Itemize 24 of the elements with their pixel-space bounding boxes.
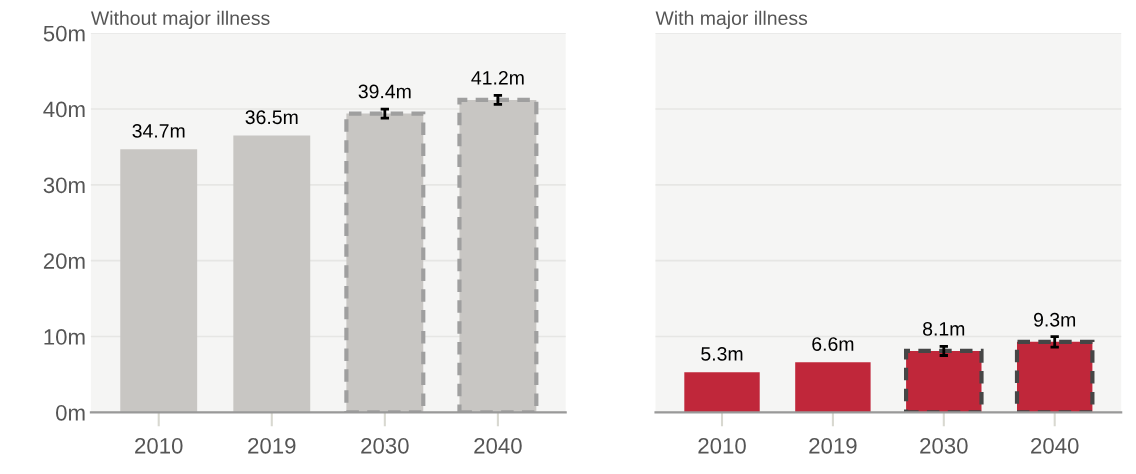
x-tick-label: 2030 bbox=[920, 437, 968, 454]
chart-title: Without major illness bbox=[90, 10, 270, 29]
data-label: 6.6m bbox=[812, 337, 854, 351]
y-tick-label: 30m bbox=[43, 177, 85, 194]
y-tick-label: 20m bbox=[43, 253, 85, 269]
x-tick-label: 2040 bbox=[474, 437, 522, 454]
data-label: 39.4m bbox=[358, 84, 411, 99]
chart-title: With major illness bbox=[655, 10, 808, 29]
data-label: 34.7m bbox=[132, 124, 185, 138]
x-tick-label: 2040 bbox=[1031, 437, 1079, 454]
y-tick-label: 50m bbox=[43, 25, 85, 42]
x-tick-label: 2010 bbox=[135, 437, 183, 454]
data-label: 36.5m bbox=[245, 110, 298, 125]
x-tick-label: 2010 bbox=[698, 437, 746, 454]
y-tick-label: 0m bbox=[56, 404, 85, 421]
y-tick-label: 10m bbox=[44, 329, 85, 345]
x-tick-label: 2030 bbox=[361, 437, 409, 454]
data-label: 41.2m bbox=[471, 70, 524, 85]
data-label: 9.3m bbox=[1033, 312, 1076, 327]
y-tick-label: 40m bbox=[43, 101, 85, 118]
data-label: 5.3m bbox=[701, 346, 743, 361]
x-tick-label: 2019 bbox=[248, 437, 296, 454]
data-label: 8.1m bbox=[923, 321, 965, 336]
x-tick-label: 2019 bbox=[809, 437, 857, 454]
